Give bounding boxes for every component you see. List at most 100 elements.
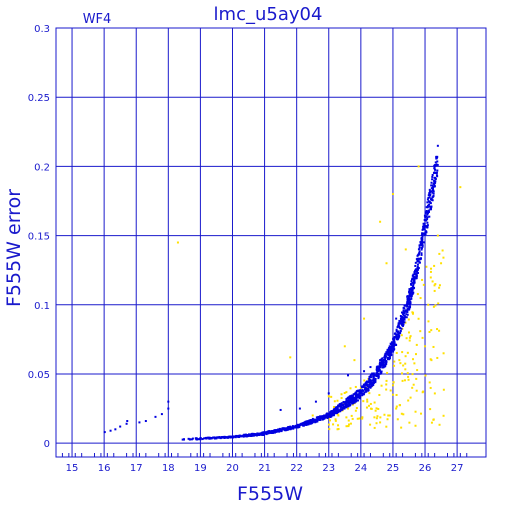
blue-point	[351, 396, 354, 399]
blue-point	[369, 380, 372, 383]
blue-point	[425, 231, 428, 234]
blue-point	[363, 391, 366, 394]
yellow-point	[349, 422, 352, 425]
blue-point	[369, 366, 372, 369]
yellow-point	[429, 386, 432, 389]
yellow-point	[421, 278, 424, 281]
blue-point	[365, 390, 368, 393]
blue-point	[190, 438, 193, 441]
blue-point	[357, 393, 360, 396]
blue-point	[421, 238, 424, 241]
blue-point	[422, 222, 425, 225]
blue-point	[435, 156, 438, 159]
yellow-point	[425, 265, 428, 268]
blue-point	[217, 436, 220, 439]
yellow-point	[415, 377, 418, 380]
blue-point	[283, 427, 286, 430]
blue-point	[427, 211, 430, 214]
blue-point	[416, 254, 419, 257]
blue-point	[255, 433, 258, 436]
yellow-point	[407, 331, 410, 334]
blue-point	[278, 429, 281, 432]
blue-point	[416, 260, 419, 263]
blue-point	[418, 250, 421, 253]
blue-point	[380, 363, 383, 366]
yellow-point	[347, 419, 350, 422]
blue-point	[422, 226, 425, 229]
blue-point	[403, 321, 406, 324]
blue-point	[353, 393, 356, 396]
yellow-point	[349, 387, 352, 390]
blue-point	[399, 327, 402, 330]
y-tick-label: 0.3	[34, 24, 50, 35]
blue-point	[411, 281, 414, 284]
blue-point	[299, 423, 302, 426]
yellow-point	[333, 406, 336, 409]
yellow-point	[407, 378, 410, 381]
yellow-point	[440, 262, 443, 265]
blue-point	[281, 427, 284, 430]
yellow-point	[327, 423, 330, 426]
yellow-point	[358, 417, 361, 420]
blue-point	[433, 183, 436, 186]
blue-point	[362, 383, 365, 386]
blue-point	[417, 257, 420, 260]
blue-point	[331, 413, 334, 416]
blue-point	[195, 438, 198, 441]
blue-point	[331, 411, 334, 414]
blue-point	[207, 436, 210, 439]
blue-point	[419, 241, 422, 244]
blue-point	[408, 297, 411, 300]
blue-point	[406, 295, 409, 298]
blue-point	[408, 295, 411, 298]
blue-point	[416, 271, 419, 274]
blue-point	[377, 373, 380, 376]
blue-point	[319, 415, 322, 418]
blue-point	[384, 358, 387, 361]
blue-point	[379, 372, 382, 375]
blue-point	[368, 383, 371, 386]
yellow-point	[373, 426, 376, 429]
blue-point	[388, 348, 391, 351]
blue-point	[428, 203, 431, 206]
yellow-point	[328, 428, 331, 431]
blue-point	[434, 164, 437, 167]
blue-point	[428, 192, 431, 195]
blue-point	[372, 377, 375, 380]
yellow-point	[400, 334, 403, 337]
blue-point	[335, 412, 338, 415]
blue-point	[262, 433, 265, 436]
blue-point	[204, 437, 207, 440]
blue-point	[431, 196, 434, 199]
blue-point	[403, 314, 406, 317]
yellow-point	[408, 336, 411, 339]
blue-point	[167, 400, 170, 403]
blue-point	[373, 373, 376, 376]
blue-point	[401, 319, 404, 322]
blue-point	[397, 337, 400, 340]
yellow-point	[395, 407, 398, 410]
yellow-point	[429, 270, 432, 273]
blue-point	[358, 395, 361, 398]
blue-point	[401, 324, 404, 327]
blue-point	[375, 374, 378, 377]
blue-point	[223, 436, 226, 439]
blue-point	[392, 342, 395, 345]
yellow-point	[340, 393, 343, 396]
x-tick-label: 17	[130, 463, 143, 474]
blue-point	[343, 406, 346, 409]
blue-point	[187, 437, 190, 440]
blue-point	[350, 395, 353, 398]
blue-point	[417, 248, 420, 251]
blue-point	[422, 241, 425, 244]
blue-point	[326, 415, 329, 418]
blue-point	[334, 411, 337, 414]
yellow-point	[387, 414, 390, 417]
blue-point	[388, 345, 391, 348]
blue-point	[388, 355, 391, 358]
blue-point	[413, 271, 416, 274]
blue-point	[426, 198, 429, 201]
blue-point	[420, 247, 423, 250]
blue-point	[408, 302, 411, 305]
yellow-point	[373, 401, 376, 404]
